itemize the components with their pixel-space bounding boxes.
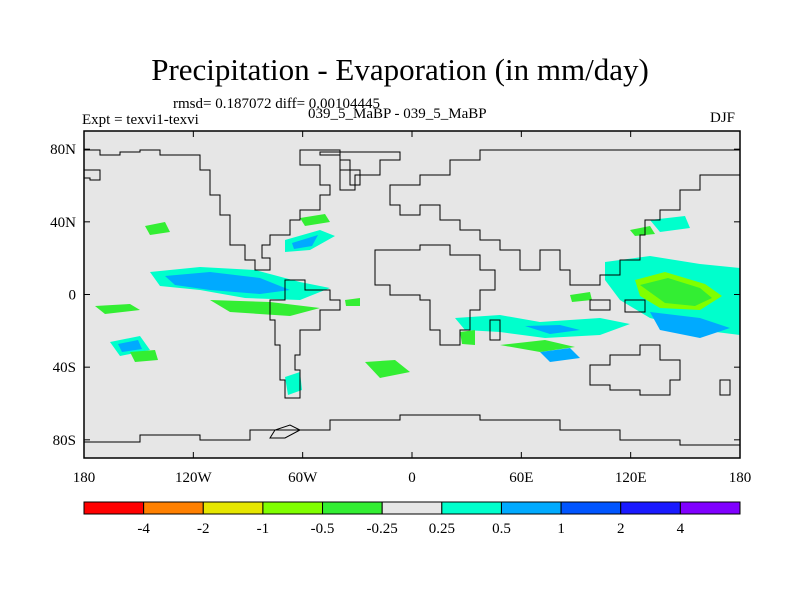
- wp-dry-inner: [640, 278, 712, 306]
- colorbar-label: 4: [677, 521, 685, 537]
- antarctic-peninsula-outline: [269, 424, 302, 439]
- s-pac-patch-inner: [118, 340, 142, 352]
- maritime-outline: [589, 299, 646, 313]
- antarctica-outline: [84, 414, 740, 446]
- x-tick-label: 120E: [615, 470, 647, 486]
- x-axis-ticks: 180 120W 60W 0 60E 120E 180: [73, 131, 752, 486]
- s-pac-band: [95, 304, 140, 314]
- alaska-outline: [84, 169, 101, 181]
- natl-storm-inner: [292, 235, 318, 249]
- x-tick-label: 0: [408, 470, 416, 486]
- colorbar-label: -2: [197, 521, 210, 537]
- colorbar-label: 0.25: [429, 521, 455, 537]
- s-pac-dry: [130, 350, 158, 362]
- nz-outline: [719, 379, 731, 396]
- x-tick-label: 180: [73, 470, 96, 486]
- north-america-outline: [84, 149, 361, 271]
- colorbar-label: -4: [137, 521, 150, 537]
- s-ind-patch: [540, 348, 580, 362]
- s-atl-band: [365, 360, 410, 378]
- colorbar-swatch: [262, 501, 324, 515]
- colorbar-swatch: [322, 501, 383, 515]
- colorbar-label: -0.5: [311, 521, 335, 537]
- madagascar-outline: [489, 319, 501, 341]
- colorbar-swatch: [83, 501, 145, 515]
- colorbar-swatch: [620, 501, 681, 515]
- y-axis-ticks: 80N 40N 0 40S 80S: [50, 142, 740, 449]
- colorbar-label: -0.25: [367, 521, 398, 537]
- x-tick-label: 60E: [509, 470, 533, 486]
- wp-band-inner: [650, 312, 730, 338]
- greenland-outline: [319, 151, 401, 191]
- page-title: Precipitation - Evaporation (in mm/day): [151, 52, 649, 87]
- colorbar-swatch: [500, 501, 562, 515]
- colorbar-label: 0.5: [492, 521, 511, 537]
- y-tick-label: 40S: [53, 360, 76, 376]
- africa-dry: [460, 330, 475, 345]
- io-band-inner: [525, 325, 580, 334]
- colorbar-label: -1: [257, 521, 270, 537]
- colorbar-swatch: [679, 501, 741, 515]
- y-tick-label: 0: [69, 288, 77, 304]
- negative-anomaly-layer: [95, 214, 722, 378]
- sam-patch: [285, 372, 302, 395]
- x-tick-label: 180: [729, 470, 752, 486]
- y-tick-label: 80S: [53, 433, 76, 449]
- eq-atl-band: [210, 300, 320, 316]
- experiment-label: Expt = texvi1-texvi: [82, 112, 199, 128]
- y-tick-label: 40N: [50, 215, 76, 231]
- nwp-dry: [630, 226, 655, 236]
- africa-outline: [374, 244, 496, 346]
- x-tick-label: 120W: [175, 470, 213, 486]
- colorbar-swatch: [560, 501, 622, 515]
- colorbar: -4 -2 -1 -0.5 -0.25 0.25 0.5 1 2 4: [83, 501, 741, 537]
- natl-dry: [145, 222, 170, 235]
- sind-band: [500, 340, 575, 352]
- stats-label: rmsd= 0.187072 diff= 0.00104445: [173, 96, 381, 112]
- colorbar-swatch: [143, 501, 204, 515]
- ne-pac-dry: [300, 214, 330, 226]
- x-tick-label: 60W: [288, 470, 318, 486]
- colorbar-label: 2: [617, 521, 625, 537]
- colorbar-label: 1: [557, 521, 565, 537]
- aus-dry: [570, 292, 592, 302]
- y-tick-label: 80N: [50, 142, 76, 158]
- colorbar-swatch: [381, 501, 443, 515]
- australia-outline: [589, 344, 681, 396]
- n-atl-dry: [345, 298, 360, 306]
- season-label: DJF: [710, 110, 736, 126]
- case-label: 039_5_MaBP - 039_5_MaBP: [308, 106, 487, 122]
- colorbar-swatch: [441, 501, 502, 515]
- colorbar-swatch: [202, 501, 264, 515]
- ep-itcz-band-inner: [165, 272, 290, 294]
- south-america-outline: [269, 279, 341, 399]
